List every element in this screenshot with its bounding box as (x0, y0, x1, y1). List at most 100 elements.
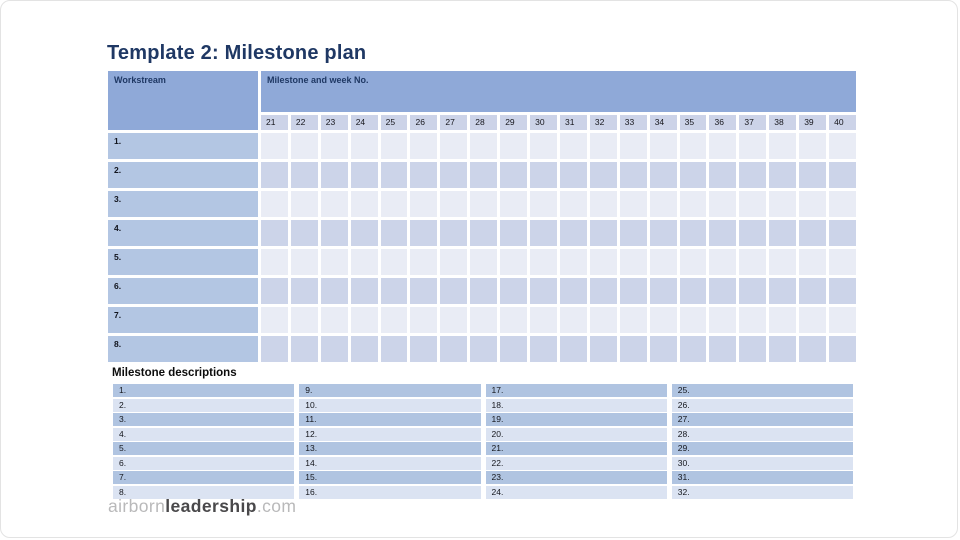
milestone-description-item-27: 27. (671, 413, 853, 426)
week-header-cell-39: 39 (799, 115, 827, 130)
milestone-description-item-13: 13. (299, 442, 481, 455)
week-header-cell-38: 38 (769, 115, 797, 130)
descriptions-column-2: 9. 10. 11. 12. 13. 14. 15. 16. (299, 384, 481, 499)
plan-cell-row6-week28 (470, 278, 498, 304)
plan-cell-row7-week22 (290, 307, 318, 333)
milestone-description-item-29: 29. (671, 442, 853, 455)
plan-cell-row7-week28 (470, 307, 498, 333)
milestone-description-item-21: 21. (485, 442, 667, 455)
milestone-description-item-5: 5. (113, 442, 295, 455)
milestone-description-item-17: 17. (485, 384, 667, 397)
milestone-description-item-2: 2. (113, 398, 295, 412)
plan-cell-row7-week36 (709, 307, 737, 333)
plan-cell-row6-week23 (320, 278, 348, 304)
plan-cell-row4-week38 (769, 220, 797, 246)
plan-cell-row4-week25 (380, 220, 408, 246)
plan-cell-row3-week40 (829, 191, 856, 217)
plan-cell-row5-week36 (709, 249, 737, 275)
logo-text-com: .com (256, 496, 297, 516)
week-header-cell-31: 31 (559, 115, 587, 130)
plan-cell-row8-week21 (261, 336, 288, 362)
milestone-description-item-28: 28. (671, 427, 853, 441)
milestone-plan-table: Workstream Milestone and week No. 21 22 23… (108, 71, 856, 362)
week-header-cell-40: 40 (829, 115, 856, 130)
plan-cell-row7-week30 (530, 307, 557, 333)
plan-cell-row3-week38 (769, 191, 797, 217)
plan-cell-row2-week34 (649, 162, 677, 188)
plan-cell-row4-week33 (619, 220, 647, 246)
workstream-row-label-5: 5. (108, 249, 258, 275)
plan-cell-row4-week27 (440, 220, 468, 246)
plan-cell-row1-week37 (739, 133, 767, 159)
milestone-description-item-9: 9. (299, 384, 481, 397)
airbornleadership-logo: airbornleadership.com (108, 496, 296, 517)
plan-cell-row4-week22 (290, 220, 318, 246)
plan-cell-row8-week38 (769, 336, 797, 362)
plan-cell-row8-week33 (619, 336, 647, 362)
plan-cell-row1-week24 (350, 133, 378, 159)
milestone-description-item-19: 19. (485, 413, 667, 426)
milestone-description-item-22: 22. (485, 456, 667, 470)
plan-cell-row3-week29 (500, 191, 528, 217)
plan-cell-row7-week32 (589, 307, 617, 333)
plan-cell-row5-week33 (619, 249, 647, 275)
plan-cell-row2-week32 (589, 162, 617, 188)
plan-cell-row8-week37 (739, 336, 767, 362)
plan-cell-row4-week23 (320, 220, 348, 246)
plan-cell-row3-week37 (739, 191, 767, 217)
workstream-row-label-7: 7. (108, 307, 258, 333)
plan-cell-row1-week33 (619, 133, 647, 159)
plan-cell-row4-week29 (500, 220, 528, 246)
plan-cell-row4-week32 (589, 220, 617, 246)
plan-cell-row5-week30 (530, 249, 557, 275)
plan-cell-row2-week38 (769, 162, 797, 188)
milestone-description-item-20: 20. (485, 427, 667, 441)
plan-cell-row4-week26 (410, 220, 438, 246)
plan-cell-row5-week37 (739, 249, 767, 275)
plan-cell-row6-week36 (709, 278, 737, 304)
plan-cell-row5-week39 (799, 249, 827, 275)
workstream-row-label-2: 2. (108, 162, 258, 188)
plan-cell-row4-week21 (261, 220, 288, 246)
plan-cell-row2-week37 (739, 162, 767, 188)
plan-cell-row8-week31 (559, 336, 587, 362)
plan-cell-row1-week28 (470, 133, 498, 159)
plan-cell-row3-week25 (380, 191, 408, 217)
milestone-description-item-10: 10. (299, 398, 481, 412)
plan-cell-row1-week29 (500, 133, 528, 159)
milestone-description-item-3: 3. (113, 413, 295, 426)
logo-text-leadership: leadership (165, 496, 257, 516)
milestone-description-item-30: 30. (671, 456, 853, 470)
week-header-cell-27: 27 (440, 115, 468, 130)
plan-cell-row7-week40 (829, 307, 856, 333)
plan-cell-row3-week39 (799, 191, 827, 217)
plan-cell-row2-week23 (320, 162, 348, 188)
plan-cell-row8-week32 (589, 336, 617, 362)
plan-cell-row5-week35 (679, 249, 707, 275)
plan-cell-row6-week39 (799, 278, 827, 304)
week-header-cell-36: 36 (709, 115, 737, 130)
plan-cell-row4-week35 (679, 220, 707, 246)
plan-cell-row8-week27 (440, 336, 468, 362)
plan-cell-row2-week22 (290, 162, 318, 188)
week-header-cell-34: 34 (649, 115, 677, 130)
logo-text-airborn: airborn (108, 496, 166, 516)
plan-cell-row3-week23 (320, 191, 348, 217)
plan-cell-row1-week23 (320, 133, 348, 159)
plan-cell-row2-week40 (829, 162, 856, 188)
plan-cell-row3-week28 (470, 191, 498, 217)
plan-cell-row7-week33 (619, 307, 647, 333)
plan-cell-row1-week26 (410, 133, 438, 159)
milestone-description-item-16: 16. (299, 485, 481, 499)
plan-cell-row6-week24 (350, 278, 378, 304)
plan-cell-row6-week32 (589, 278, 617, 304)
milestone-descriptions-grid: 1. 2. 3. 4. 5. 6. 7. 8. 9. 10. 11. 12. 13. 14. 15. 16. 1… (113, 384, 853, 499)
plan-cell-row8-week40 (829, 336, 856, 362)
plan-cell-row4-week34 (649, 220, 677, 246)
plan-cell-row3-week21 (261, 191, 288, 217)
slide-title: Template 2: Milestone plan (107, 42, 367, 64)
plan-cell-row8-week22 (290, 336, 318, 362)
plan-cell-row2-week31 (559, 162, 587, 188)
plan-cell-row7-week21 (261, 307, 288, 333)
